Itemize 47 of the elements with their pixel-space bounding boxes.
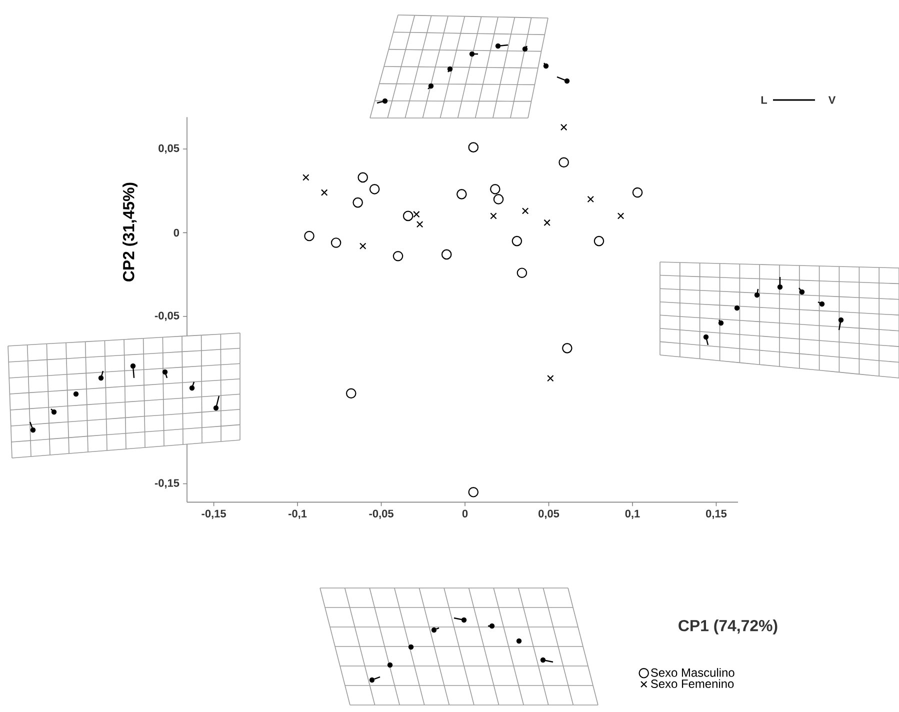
legend-label: Sexo Femenino — [650, 679, 734, 688]
point — [346, 388, 356, 399]
point — [587, 196, 594, 203]
point — [358, 172, 368, 183]
point — [544, 219, 550, 226]
text: V — [828, 96, 836, 104]
point — [547, 374, 554, 382]
x-tick-label: 0,15 — [706, 510, 727, 520]
point — [562, 343, 572, 354]
legend-label: Sexo Masculino — [650, 668, 734, 677]
point — [416, 220, 424, 228]
point — [392, 250, 404, 262]
x-tick-label: -0,15 — [202, 510, 226, 520]
y-axis-title: CP2 (31,45%) — [122, 182, 138, 282]
point — [522, 208, 529, 214]
point — [304, 230, 314, 242]
x-tick-label: -0,1 — [288, 510, 307, 520]
point — [490, 184, 500, 194]
text: L — [761, 96, 768, 104]
point — [352, 197, 363, 208]
x-tick-label: 0 — [462, 510, 468, 518]
point — [490, 212, 497, 220]
point — [512, 236, 522, 246]
y-tick-label: -0,15 — [154, 479, 180, 488]
x-tick-label: 0,1 — [625, 510, 640, 520]
y-tick-label: 0,05 — [158, 144, 180, 154]
point — [330, 238, 342, 248]
point — [493, 194, 504, 204]
point — [632, 187, 643, 198]
point — [441, 249, 452, 260]
point — [359, 242, 366, 250]
point — [320, 189, 328, 196]
point — [468, 142, 479, 152]
y-tick-label: 0 — [174, 228, 180, 237]
point — [456, 189, 467, 200]
text: CP1 (74,72%) — [678, 620, 778, 634]
point — [302, 174, 310, 181]
point — [468, 486, 479, 498]
x-tick-label: 0,05 — [538, 510, 560, 520]
point — [369, 184, 380, 194]
point — [594, 236, 604, 246]
point — [560, 124, 568, 131]
point — [558, 157, 569, 168]
x-tick-label: -0,05 — [369, 510, 394, 520]
point — [516, 268, 528, 278]
y-tick-label: -0,05 — [154, 312, 180, 322]
point — [617, 212, 624, 220]
